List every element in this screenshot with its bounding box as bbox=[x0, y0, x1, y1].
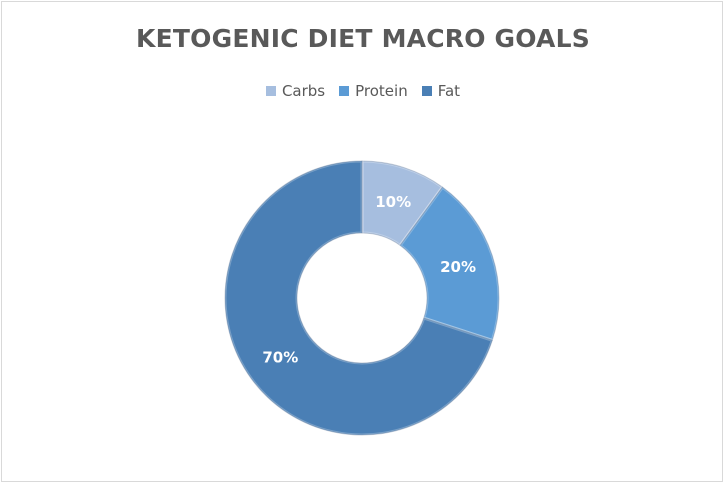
legend-label-protein: Protein bbox=[355, 82, 408, 100]
legend-item-carbs: Carbs bbox=[265, 82, 326, 100]
data-label-fat: 70% bbox=[262, 348, 298, 366]
donut-slice-fat bbox=[224, 160, 493, 436]
legend-label-carbs: Carbs bbox=[281, 82, 326, 100]
legend-swatch-fat bbox=[421, 86, 432, 96]
data-label-protein: 20% bbox=[440, 258, 476, 276]
legend-swatch-carbs bbox=[265, 86, 276, 96]
legend-item-protein: Protein bbox=[339, 82, 408, 100]
chart-title: KETOGENIC DIET MACRO GOALS bbox=[136, 24, 590, 53]
data-label-carbs: 10% bbox=[375, 193, 411, 211]
legend-swatch-protein bbox=[339, 86, 350, 96]
donut-slice-bevel-protein bbox=[398, 185, 501, 343]
donut-slice-bevel-fat bbox=[223, 159, 495, 437]
legend-item-fat: Fat bbox=[421, 82, 461, 100]
legend-label-fat: Fat bbox=[437, 82, 461, 100]
donut-slice-protein bbox=[399, 186, 500, 341]
legend: Carbs Protein Fat bbox=[2, 82, 724, 100]
